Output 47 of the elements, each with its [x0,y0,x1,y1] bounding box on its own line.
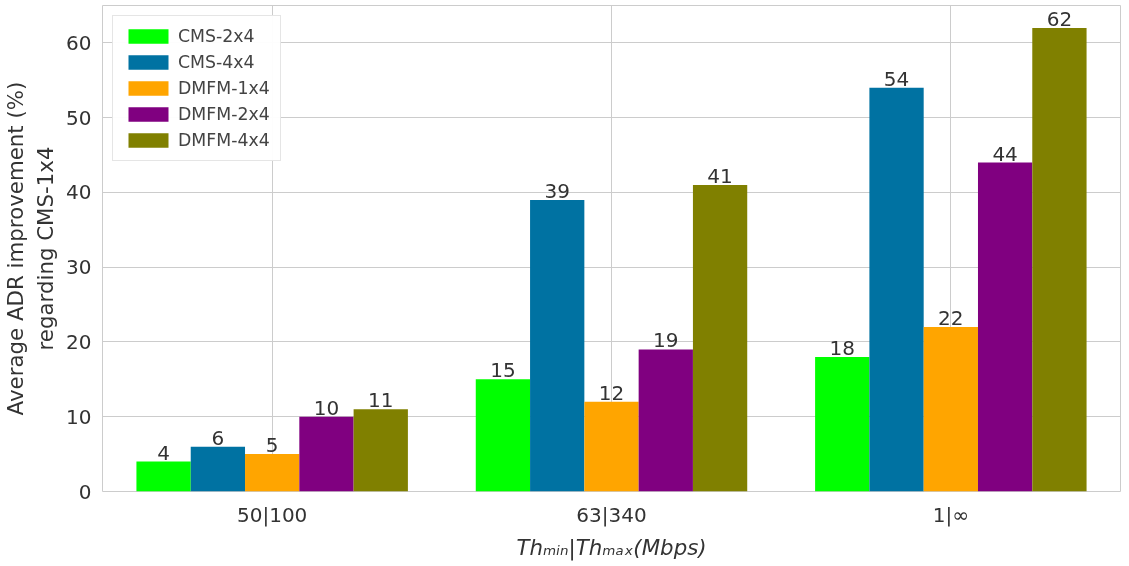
y-axis-title: Average ADR improvement (%) regarding CMS-1x4 [3,81,59,416]
bar [475,379,531,492]
y-tick-label: 60 [66,30,92,55]
bar [584,401,639,492]
bar [869,87,924,492]
legend-label: DMFM-1x4 [178,78,270,98]
data-label: 62 [1046,6,1073,31]
bar [136,461,191,492]
data-label: 6 [211,425,225,450]
data-label: 54 [883,66,910,91]
data-label: 11 [368,388,394,413]
legend-label: CMS-2x4 [178,26,255,46]
bar [530,199,585,492]
y-tick-label: 0 [78,479,92,504]
data-label: 39 [544,178,570,203]
bar [1032,27,1087,492]
bar [923,327,978,492]
bar [977,162,1033,492]
bar [692,184,748,492]
x-tick-label: 50|100 [236,502,308,527]
data-label: 5 [265,433,279,458]
data-label: 44 [992,141,1018,166]
x-tick-label: 1|∞ [932,502,969,527]
legend-label: CMS-4x4 [178,52,255,72]
data-label: 12 [598,380,625,405]
data-label: 10 [313,395,340,420]
bar [353,409,408,492]
y-tick-label: 10 [66,404,92,429]
x-tick-label: 63|340 [576,502,647,527]
x-axis-title: Thₘᵢₙ|Thₘₐₓ(Mbps) [516,534,707,561]
bar [815,356,870,492]
y-tick-label: 50 [66,105,92,130]
data-label: 19 [653,328,679,353]
data-label: 18 [829,335,855,360]
data-label: 41 [707,163,733,188]
legend-label: DMFM-2x4 [178,104,270,124]
y-tick-label: 20 [66,329,92,354]
data-label: 22 [938,306,964,331]
data-label: 15 [490,358,516,383]
bar [299,416,354,492]
bar [638,349,693,492]
bar [190,446,246,492]
bar [245,454,300,492]
y-tick-label: 40 [66,180,92,205]
data-label: 4 [157,440,170,465]
legend-label: DMFM-4x4 [178,130,270,150]
y-tick-label: 30 [66,255,92,280]
